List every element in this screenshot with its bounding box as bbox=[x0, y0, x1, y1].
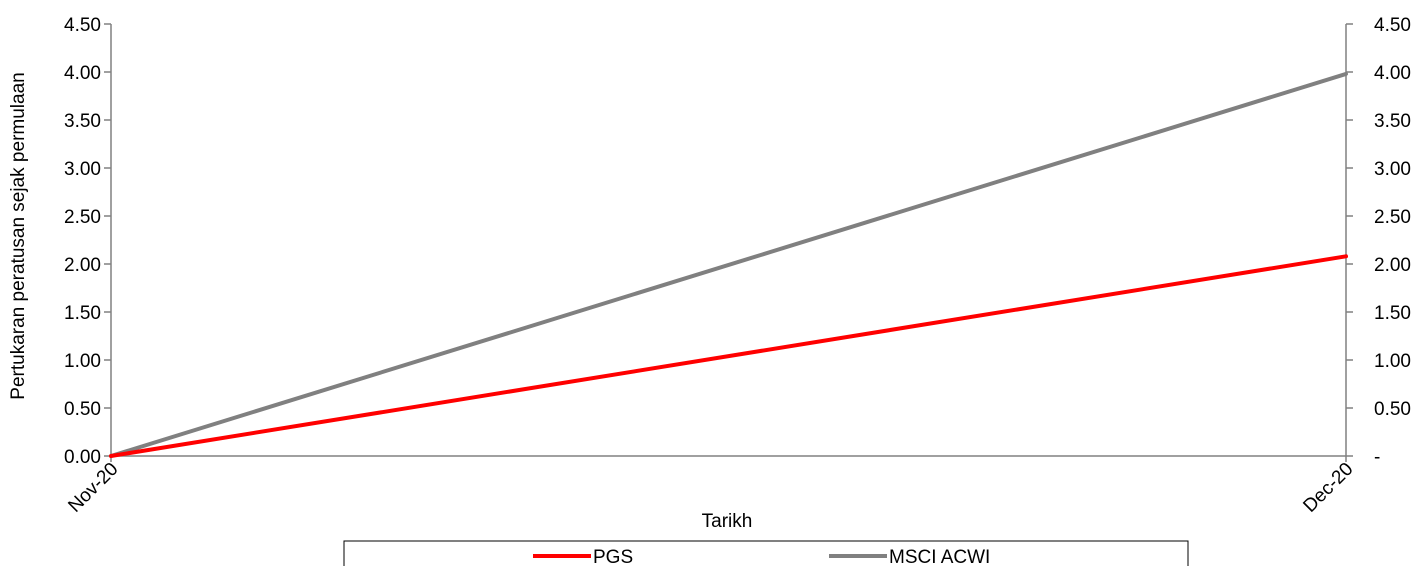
y2-tick-label: 1.00 bbox=[1374, 351, 1411, 372]
y2-tick-label: - bbox=[1374, 447, 1380, 468]
y-tick-label: 2.00 bbox=[64, 255, 101, 276]
y2-tick-label: 0.50 bbox=[1374, 399, 1411, 420]
y2-tick-label: 3.00 bbox=[1374, 159, 1411, 180]
x-tick-label: Dec-20 bbox=[1299, 459, 1357, 517]
x-axis-title: Tarikh bbox=[702, 511, 753, 532]
chart-axes bbox=[110, 24, 1347, 457]
legend-label: MSCI ACWI bbox=[889, 547, 990, 566]
y2-tick-label: 4.50 bbox=[1374, 15, 1411, 36]
y-tick-label: 3.50 bbox=[64, 111, 101, 132]
y-tick-label: 4.50 bbox=[64, 15, 101, 36]
series-lines bbox=[109, 71, 1348, 458]
right-axis-ticks: - 0.50 1.00 1.50 2.00 2.50 3.00 3.50 4.00 4.50 bbox=[1346, 15, 1411, 468]
y2-tick-label: 1.50 bbox=[1374, 303, 1411, 324]
series-line-pgs bbox=[109, 254, 1348, 458]
legend-label: PGS bbox=[593, 547, 633, 566]
y-tick-label: 0.00 bbox=[64, 447, 101, 468]
series-line-msci-acwi bbox=[109, 71, 1348, 458]
y2-tick-label: 2.50 bbox=[1374, 207, 1411, 228]
left-axis-ticks: 0.00 0.50 1.00 1.50 2.00 2.50 3.00 3.50 4.00 4.50 bbox=[64, 15, 111, 468]
x-axis-ticks: Nov-20 Dec-20 bbox=[64, 456, 1358, 517]
y-tick-label: 3.00 bbox=[64, 159, 101, 180]
legend: PGS MSCI ACWI bbox=[343, 540, 1189, 566]
y-tick-label: 2.50 bbox=[64, 207, 101, 228]
legend-box bbox=[343, 540, 1189, 566]
y2-tick-label: 4.00 bbox=[1374, 63, 1411, 84]
y-tick-label: 1.00 bbox=[64, 351, 101, 372]
y-tick-label: 0.50 bbox=[64, 399, 101, 420]
y-axis-title: Pertukaran peratusan sejak permulaan bbox=[8, 72, 29, 399]
y-tick-label: 1.50 bbox=[64, 303, 101, 324]
y-tick-label: 4.00 bbox=[64, 63, 101, 84]
y2-tick-label: 3.50 bbox=[1374, 111, 1411, 132]
y2-tick-label: 2.00 bbox=[1374, 255, 1411, 276]
